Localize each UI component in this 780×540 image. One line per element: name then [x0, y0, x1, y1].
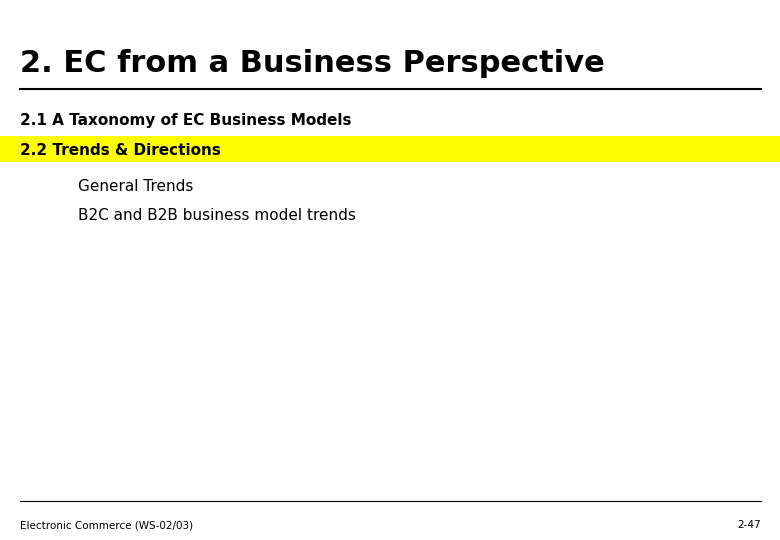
Text: 2. EC from a Business Perspective: 2. EC from a Business Perspective: [20, 49, 604, 78]
Text: 2.2 Trends & Directions: 2.2 Trends & Directions: [20, 143, 221, 158]
Text: Electronic Commerce (WS-02/03): Electronic Commerce (WS-02/03): [20, 520, 193, 530]
Text: 2.1 A Taxonomy of EC Business Models: 2.1 A Taxonomy of EC Business Models: [20, 113, 351, 129]
Text: B2C and B2B business model trends: B2C and B2B business model trends: [78, 208, 356, 223]
Text: 2-47: 2-47: [737, 520, 760, 530]
Text: General Trends: General Trends: [78, 179, 193, 194]
Bar: [0, 136, 780, 162]
